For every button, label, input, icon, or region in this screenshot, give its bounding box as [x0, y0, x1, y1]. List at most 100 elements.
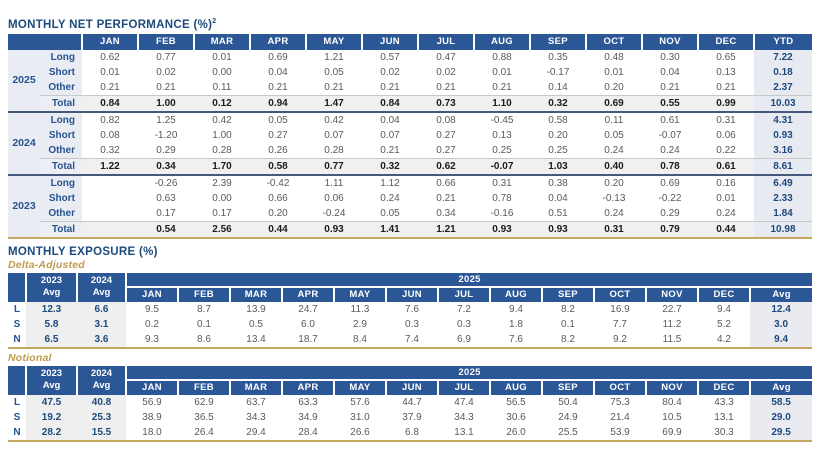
exposure-value-cell: 8.2 [542, 331, 594, 349]
avg-value-cell: 9.4 [750, 331, 813, 349]
performance-row-2024-total: Total 1.22 0.34 1.70 0.58 0.77 0.32 0.62 -0.07 1.… [8, 157, 812, 176]
perf-value-cell: 0.42 [306, 111, 362, 128]
perf-value-cell: 0.07 [362, 127, 418, 143]
perf-value-cell: 0.01 [698, 190, 754, 206]
exposure-value-cell: 11.2 [646, 316, 698, 332]
perf-value-cell: 1.41 [362, 220, 418, 239]
month-header-apr: APR [281, 286, 334, 302]
perf-value-cell: 1.21 [418, 220, 474, 239]
month-header-sep: SEP [541, 286, 594, 302]
exposure-value-cell: 8.2 [542, 301, 594, 317]
perf-value-cell: 0.73 [418, 94, 474, 113]
exposure-value-cell: 18.7 [282, 331, 334, 349]
perf-value-cell: 0.35 [530, 49, 586, 65]
perf-value-cell: 0.55 [642, 94, 698, 113]
exposure-value-cell: 28.4 [282, 424, 334, 442]
exposure-value-cell: 26.0 [490, 424, 542, 442]
month-header-nov: NOV [641, 33, 698, 50]
month-header-aug: AUG [489, 379, 542, 395]
perf-value-cell: 0.26 [250, 142, 306, 159]
perf-value-cell: 0.01 [586, 64, 642, 80]
exposure-value-cell: 11.3 [334, 301, 386, 317]
perf-value-cell: 0.66 [250, 190, 306, 206]
exposure-value-cell: 2.9 [334, 316, 386, 332]
avg-header-label: Avg [92, 380, 111, 392]
exposure-value-cell: 34.3 [230, 409, 282, 425]
notional-table-body: L 47.5 40.8 56.9 62.9 63.7 63.3 57.6 44.7 47.4 56.… [8, 394, 813, 442]
month-header-jan: JAN [125, 286, 178, 302]
avg-value-cell: 29.0 [750, 409, 813, 425]
row-letter-l: L [8, 301, 26, 317]
month-header-dec: DEC [697, 286, 750, 302]
exposure-value-cell: 22.7 [646, 301, 698, 317]
exposure-value-cell: 56.9 [126, 394, 178, 410]
exposure-value-cell: 36.5 [178, 409, 230, 425]
perf-value-cell: 1.12 [362, 174, 418, 191]
perf-value-cell: -0.07 [474, 157, 530, 176]
year-label-2023: 2023 [8, 174, 40, 239]
perf-value-cell: 0.21 [250, 79, 306, 96]
ytd-header: YTD [753, 33, 812, 50]
avg-2023-cell: 47.5 [26, 394, 77, 410]
exposure-value-cell: 63.3 [282, 394, 334, 410]
avg-value-cell: 3.0 [750, 316, 813, 332]
perf-value-cell: 0.25 [474, 142, 530, 159]
perf-value-cell: 0.34 [138, 157, 194, 176]
exposure-row-s: S 5.8 3.1 0.2 0.1 0.5 6.0 2.9 0.3 0.3 1.8 0.1 7.7 11.… [8, 316, 813, 332]
perf-value-cell: 0.24 [642, 142, 698, 159]
avg-value-cell: 12.4 [750, 301, 813, 317]
perf-value-cell: 0.05 [250, 111, 306, 128]
perf-value-cell: 0.30 [642, 49, 698, 65]
avg-header-2023: 2023 Avg [25, 272, 77, 302]
perf-value-cell [82, 220, 138, 239]
row-letter-l: L [8, 394, 26, 410]
month-header-apr: APR [249, 33, 306, 50]
perf-value-cell: 0.31 [474, 174, 530, 191]
ytd-value-cell: 2.37 [754, 79, 812, 96]
perf-value-cell: 0.11 [586, 111, 642, 128]
perf-value-cell: 1.10 [474, 94, 530, 113]
perf-value-cell: 0.28 [194, 142, 250, 159]
perf-value-cell: 0.44 [698, 220, 754, 239]
exposure-row-l: L 12.3 6.6 9.5 8.7 13.9 24.7 11.3 7.6 7.2 9.4 8.2 16… [8, 301, 813, 317]
ytd-value-cell: 10.03 [754, 94, 812, 113]
year-label-2024: 2024 [8, 111, 40, 176]
perf-value-cell: 0.40 [586, 157, 642, 176]
exposure-value-cell: 34.3 [438, 409, 490, 425]
perf-value-cell: 0.08 [82, 127, 138, 143]
perf-value-cell: 0.25 [530, 142, 586, 159]
perf-value-cell: 0.13 [698, 64, 754, 80]
ytd-value-cell: 7.22 [754, 49, 812, 65]
perf-value-cell: 0.27 [250, 127, 306, 143]
perf-value-cell: 0.01 [82, 64, 138, 80]
exposure-value-cell: 24.9 [542, 409, 594, 425]
exposure-value-cell: 31.0 [334, 409, 386, 425]
exposure-value-cell: 10.5 [646, 409, 698, 425]
perf-value-cell: 0.02 [138, 64, 194, 80]
perf-value-cell: -0.17 [530, 64, 586, 80]
perf-value-cell: 2.39 [194, 174, 250, 191]
perf-value-cell: 0.31 [586, 220, 642, 239]
month-header-sep: SEP [541, 379, 594, 395]
perf-value-cell: 0.44 [250, 220, 306, 239]
performance-row-2025-total: Total 0.84 1.00 0.12 0.94 1.47 0.84 0.73 1.10 0.3… [8, 94, 812, 113]
month-header-oct: OCT [585, 33, 642, 50]
delta-adjusted-table-header: 2023 Avg 2024 Avg 2025 JAN FEB MAR APR MAY JUN JUL A… [8, 272, 813, 302]
perf-value-cell: -0.16 [474, 205, 530, 222]
exposure-value-cell: 37.9 [386, 409, 438, 425]
perf-value-cell: 0.05 [586, 127, 642, 143]
exposure-value-cell: 56.5 [490, 394, 542, 410]
perf-value-cell: 0.77 [306, 157, 362, 176]
perf-value-cell: 0.14 [530, 79, 586, 96]
exposure-value-cell: 50.4 [542, 394, 594, 410]
perf-value-cell: 0.69 [642, 174, 698, 191]
perf-value-cell: 0.42 [194, 111, 250, 128]
perf-value-cell: 0.24 [362, 190, 418, 206]
performance-row-2025-short: Short 0.01 0.02 0.00 0.04 0.05 0.02 0.02 0.01 -0.… [8, 64, 812, 80]
perf-value-cell: 0.28 [306, 142, 362, 159]
exposure-value-cell: 63.7 [230, 394, 282, 410]
perf-value-cell: 0.69 [250, 49, 306, 65]
exposure-value-cell: 34.9 [282, 409, 334, 425]
row-label-other: Other [40, 79, 82, 96]
exposure-value-cell: 11.5 [646, 331, 698, 349]
